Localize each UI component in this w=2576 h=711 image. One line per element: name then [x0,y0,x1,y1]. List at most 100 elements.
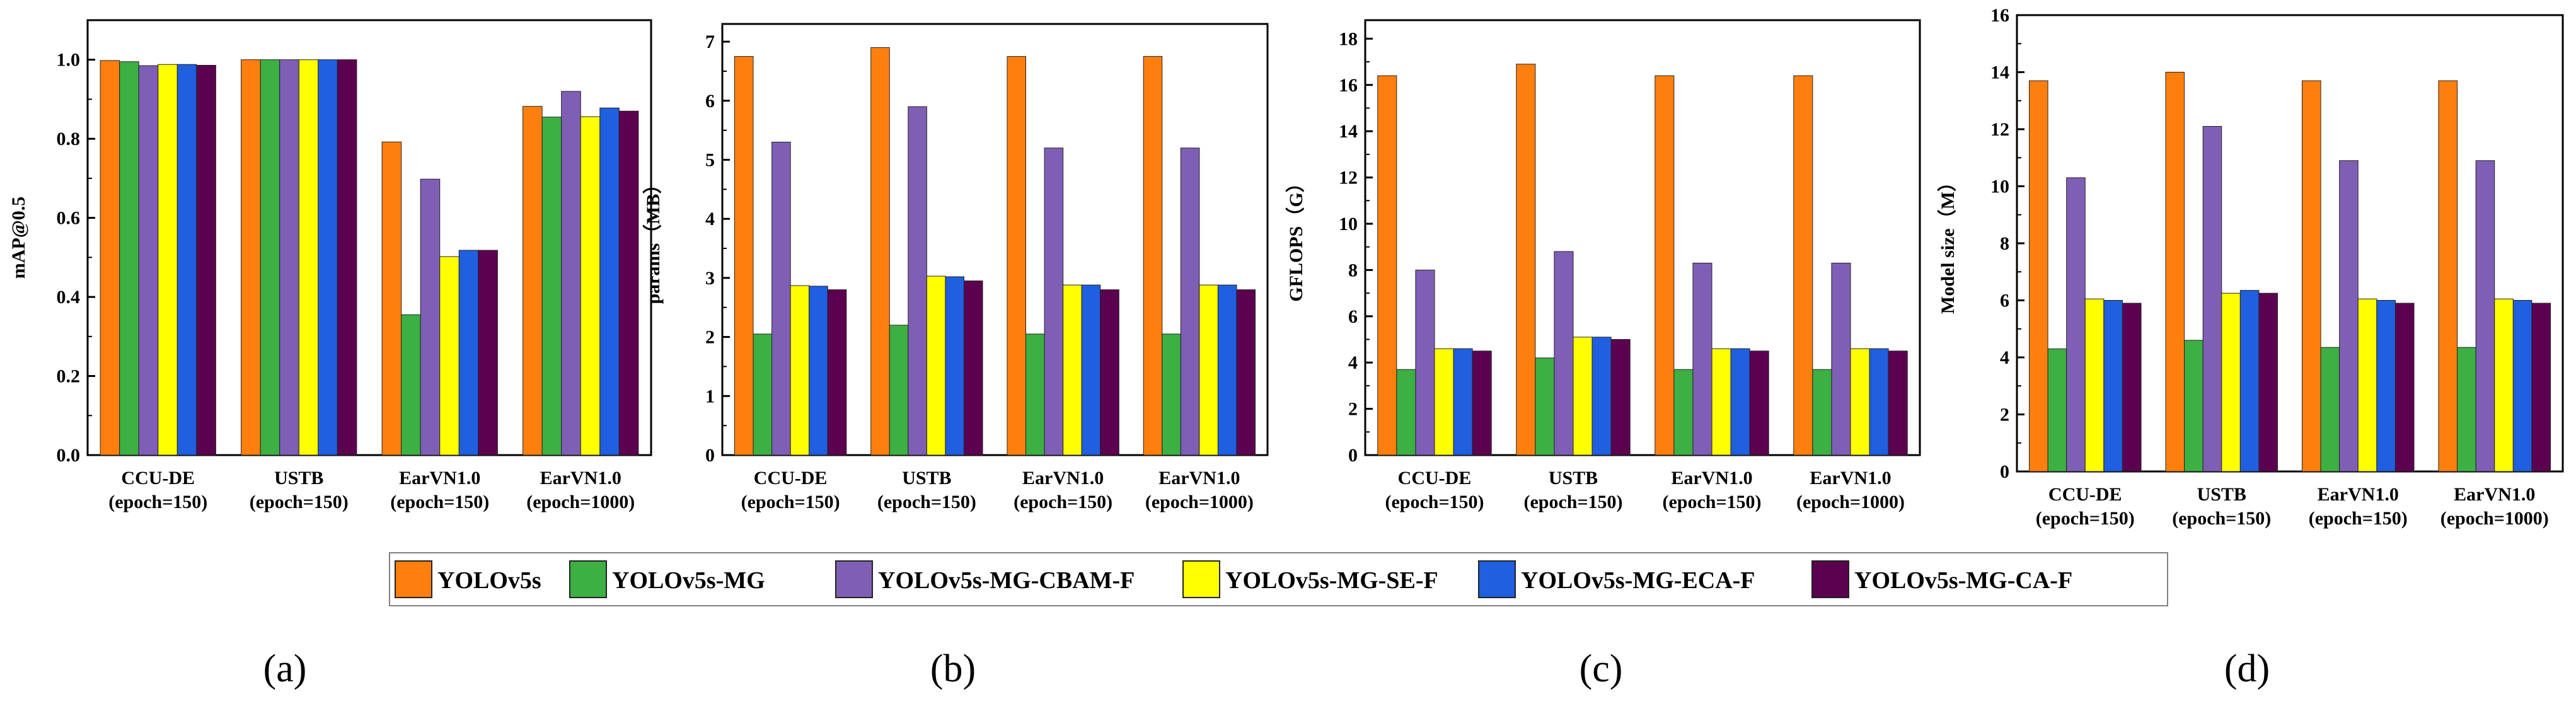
bar-yolov5s-mg-cbam-f [771,141,791,456]
bar-yolov5s-mg-se-f [1434,348,1454,456]
panel-letters: (a) (b) (c) (d) [263,647,2270,690]
bar-yolov5s-mg [1025,333,1045,456]
bar-yolov5s-mg [260,59,280,456]
panel-letter-c: (c) [1580,647,1623,690]
bar-yolov5s-mg [2047,348,2067,472]
bar-yolov5s [100,60,120,456]
bar-yolov5s-mg-eca-f [945,276,964,456]
x-category-label: EarVN1.0 [1158,468,1240,488]
y-tick-label: 16 [1339,75,1358,96]
y-tick-label: 6 [1348,306,1358,327]
x-category-label: (epoch=150) [390,492,489,512]
y-tick-label: 0 [705,445,715,466]
bar-yolov5s-mg-cbam-f [1044,147,1064,456]
bar-yolov5s-mg-se-f [1711,348,1731,456]
y-tick-label: 3 [705,268,715,289]
x-category-label: (epoch=150) [1014,492,1112,512]
bar-yolov5s-mg-eca-f [2512,300,2533,472]
bar-yolov5s-mg [889,325,909,456]
x-category-label: EarVN1.0 [1671,468,1752,488]
x-category-label: EarVN1.0 [399,468,480,488]
bar-yolov5s-mg-cbam-f [1692,262,1713,456]
y-tick-label: 0.6 [57,208,81,229]
bar-yolov5s [381,141,402,456]
legend-swatch [395,560,432,598]
bar-yolov5s-mg-eca-f [318,59,338,456]
x-category-label: (epoch=150) [250,492,349,512]
bar-yolov5s-mg-ca-f [2258,292,2279,472]
legend-swatch [1811,560,1849,598]
x-category-label: (epoch=150) [1662,492,1761,512]
x-category-label: EarVN1.0 [540,468,621,488]
x-category-label: (epoch=150) [1385,492,1484,512]
legend-label: YOLOv5s-MG-ECA-F [1521,567,1755,594]
x-category-label: CCU-DE [754,468,828,488]
y-tick-label: 6 [705,91,715,112]
bar-yolov5s-mg-cbam-f [2339,160,2359,472]
bar-yolov5s-mg [753,333,773,456]
bar-yolov5s-mg-se-f [1850,348,1870,456]
legend-frame [389,552,2168,606]
y-tick-label: 1 [705,386,715,407]
bar-yolov5s-mg-eca-f [1869,348,1889,456]
y-tick-label: 14 [1339,121,1358,142]
bar-yolov5s-mg-eca-f [1730,348,1750,456]
bar-yolov5s-mg-se-f [926,275,946,456]
y-tick-label: 6 [2000,291,2009,311]
bar-yolov5s-mg-ca-f [1749,350,1769,456]
y-tick-label: 2 [2000,405,2009,425]
y-tick-label: 4 [1348,352,1358,373]
bar-yolov5s-mg-se-f [1199,284,1218,456]
legend-swatch [1478,560,1516,598]
chart-panels: 0.0 0.2 0.4 0.6 0.8 1.0 mAP@0.5 CCU-DE (epoch=15… [8,5,2564,529]
y-axis-label: Model size（M） [1937,173,1958,314]
y-axis-label: params（MB） [642,175,664,304]
plot-frame [1364,19,1921,456]
bar-yolov5s [2438,80,2458,472]
bar-yolov5s-mg-se-f [2221,292,2241,472]
y-tick-label: 2 [705,327,715,348]
y-tick-label: 16 [1990,5,2009,26]
bar-yolov5s [734,56,754,456]
y-tick-label: 7 [705,32,715,52]
x-category-label: EarVN1.0 [2318,484,2399,505]
bar-yolov5s-mg-cbam-f [2202,125,2222,472]
bar-yolov5s-mg-eca-f [1591,337,1612,456]
legend-swatch [569,560,607,598]
legend-label: YOLOv5s [437,567,541,594]
bar-yolov5s-mg-eca-f [599,107,620,456]
x-category-label: (epoch=150) [2172,508,2271,529]
bar-yolov5s-mg-ca-f [1100,289,1119,456]
bar-yolov5s-mg-se-f [790,285,810,456]
x-category-label: (epoch=1000) [1796,492,1905,512]
bar-yolov5s-mg-se-f [2084,298,2105,472]
y-tick-label: 0.4 [57,287,81,308]
bar-yolov5s-mg [1396,369,1416,456]
bar-yolov5s-mg [1673,369,1694,456]
bar-yolov5s [870,47,890,456]
bar-yolov5s-mg-ca-f [618,110,639,456]
x-category-label: CCU-DE [2048,484,2122,505]
x-category-label: EarVN1.0 [1810,468,1891,488]
x-category-label: USTB [2197,484,2246,505]
x-category-label: (epoch=150) [1523,492,1622,512]
x-category-label: (epoch=150) [2036,508,2135,529]
legend-swatch [1182,560,1220,598]
bar-yolov5s-mg-ca-f [1888,350,1908,456]
x-category-label: USTB [1549,468,1598,488]
bar-yolov5s [1007,56,1027,456]
bar-yolov5s-mg-eca-f [2239,290,2260,472]
y-tick-label: 12 [1990,119,2009,140]
x-category-label: (epoch=1000) [526,492,635,512]
bar-yolov5s-mg-se-f [158,64,178,456]
x-category-label: (epoch=150) [2309,508,2408,529]
bar-yolov5s-mg [1162,333,1181,456]
bar-yolov5s [2165,72,2185,472]
bar-yolov5s [1377,75,1397,456]
panel-letter-b: (b) [930,647,976,690]
bar-yolov5s-mg-ca-f [1610,338,1631,456]
y-tick-label: 0.0 [57,445,81,466]
bar-yolov5s [1143,56,1163,456]
legend-items: YOLOv5s YOLOv5s-MG YOLOv5s-MG-CBAM-F YOLOv5… [395,560,2072,598]
bar-yolov5s [241,59,261,456]
